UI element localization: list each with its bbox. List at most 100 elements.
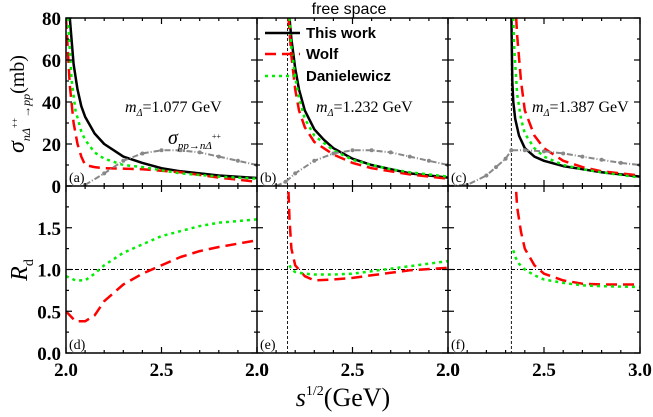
legend-label-danielewicz: Danielewicz [306, 68, 391, 85]
x-unit: (GeV) [324, 383, 390, 412]
panel-c-gray-point [561, 151, 566, 156]
panel-a-series-pp-n [84, 149, 257, 186]
panel-a-plot [66, 18, 257, 186]
bottom-y-sub: d [22, 259, 37, 266]
x-tick-label: 2.5 [532, 360, 556, 381]
panel-f-plot [448, 186, 640, 353]
panel-c-gray-point [542, 149, 546, 154]
x-tick-label: 3.0 [628, 360, 652, 381]
inset-sigma-superscript: ++ [212, 132, 222, 141]
panel-b-gray-point [407, 154, 412, 159]
x-tick-label: 2.0 [245, 360, 269, 381]
panel-f-series-danielewicz [512, 249, 640, 289]
panel-label-a: (a) [69, 171, 85, 186]
panel-c-gray-point [618, 160, 623, 165]
mass-annotation-b: mΔ=1.232 GeV [316, 99, 413, 119]
panel-e-plot [257, 186, 448, 353]
bottom-y-tick-label: 0.5 [37, 302, 61, 323]
panel-b-gray-point [388, 150, 393, 155]
bottom-y-tick-label: 1.5 [37, 219, 61, 240]
panel-c-series-this-work [510, 18, 640, 178]
top-y-tick-label: 20 [42, 135, 61, 156]
top-y-tick-label: 60 [42, 51, 61, 72]
panel-b-gray-point [350, 148, 355, 153]
panel-d-series-danielewicz [66, 218, 257, 282]
top-y-axis-label: σnΔ++→pp(mb) [4, 55, 33, 153]
mass-symbol: m [532, 99, 544, 116]
panel-label-d: (d) [69, 338, 86, 353]
panel-label-f: (f) [451, 338, 465, 353]
mass-annotation-a: mΔ=1.077 GeV [125, 99, 222, 119]
mass-value-a: =1.077 GeV [142, 99, 222, 116]
panel-label-c: (c) [451, 171, 467, 186]
mass-annotation-c: mΔ=1.387 GeV [532, 99, 629, 119]
panel-d-plot [66, 218, 257, 323]
top-y-sub: nΔ [19, 128, 33, 141]
x-tick-label: 2.0 [54, 360, 78, 381]
panel-c-gray-point [599, 157, 604, 162]
panel-b-gray-point [426, 158, 431, 163]
panel-c-series-danielewicz [512, 18, 640, 179]
mass-value-b: =1.232 GeV [333, 99, 413, 116]
inset-sigma-symbol: σ [168, 127, 179, 149]
panel-c-series-wolf [514, 18, 640, 177]
x-sup: 1/2 [306, 384, 324, 399]
panel-c-gray-point [580, 154, 585, 159]
x-axis-label: s1/2(GeV) [296, 383, 390, 412]
panel-a-gray-point [197, 150, 202, 155]
curves-layer [66, 18, 640, 353]
panel-f-series-wolf [514, 191, 640, 286]
x-tick-label: 2.0 [245, 360, 269, 381]
bottom-y-base: R [7, 266, 33, 282]
panel-c-gray-point [484, 173, 489, 178]
panel-b-gray-point [283, 179, 288, 184]
panel-b-gray-point [293, 171, 298, 176]
panel-a-series-danielewicz [66, 18, 257, 180]
panel-a-gray-point [140, 151, 145, 156]
panel-a-gray-point [121, 158, 126, 163]
bottom-y-axis-label: Rd [7, 259, 37, 282]
figure-title: free space [312, 1, 387, 18]
panel-a-series-this-work [68, 18, 257, 180]
panel-a-gray-point [178, 148, 183, 153]
mass-symbol: m [125, 99, 137, 116]
panel-b-gray-point [312, 158, 317, 163]
legend-label-wolf: Wolf [306, 46, 339, 63]
mass-symbol: m [316, 99, 328, 116]
panel-e-series-danielewicz [288, 259, 448, 276]
top-y-arrow: →pp [19, 94, 33, 118]
bottom-y-tick-label: 0.0 [37, 344, 61, 365]
mass-subscript: Δ [136, 108, 143, 119]
top-y-tick-label: 0 [52, 177, 62, 198]
inset-sigma-label: σpp→nΔ++ [168, 127, 221, 152]
panel-b-gray-point [369, 148, 374, 153]
top-y-sup: ++ [10, 118, 20, 128]
panel-a-gray-point [216, 154, 221, 159]
legend: This work Wolf Danielewicz [265, 25, 391, 85]
panel-a-gray-point [235, 158, 240, 163]
panel-b-gray-point [331, 151, 336, 156]
panel-b-series-danielewicz [288, 18, 448, 178]
x-tick-label: 2.5 [150, 360, 174, 381]
x-tick-label: 2.5 [341, 360, 365, 381]
x-tick-label: 2.0 [436, 360, 460, 381]
panel-c-gray-point [503, 156, 508, 161]
panel-c-plot [448, 18, 640, 186]
top-y-tick-label: 80 [42, 9, 61, 30]
top-y-unit: (mb) [7, 55, 29, 94]
inset-sigma-subscript: pp→nΔ [177, 140, 212, 152]
bottom-y-tick-label: 1.0 [37, 261, 61, 282]
x-base: s [296, 383, 306, 412]
panel-e-series-wolf [287, 191, 448, 282]
panel-label-e: (e) [260, 338, 276, 353]
ticks-layer: 2.0 2.5 2.02.0 2.5 2.02.0 2.5 3.00204060800.00… [37, 9, 652, 381]
panel-b-series-pp-n [275, 149, 448, 186]
panel-a-gray-point [102, 171, 107, 176]
panel-d-series-wolf [66, 239, 257, 323]
panel-c-gray-point [509, 148, 514, 153]
mass-subscript: Δ [543, 108, 550, 119]
panel-a-gray-point [159, 148, 164, 153]
x-tick-label: 2.0 [436, 360, 460, 381]
panel-a-series-wolf [66, 18, 257, 184]
